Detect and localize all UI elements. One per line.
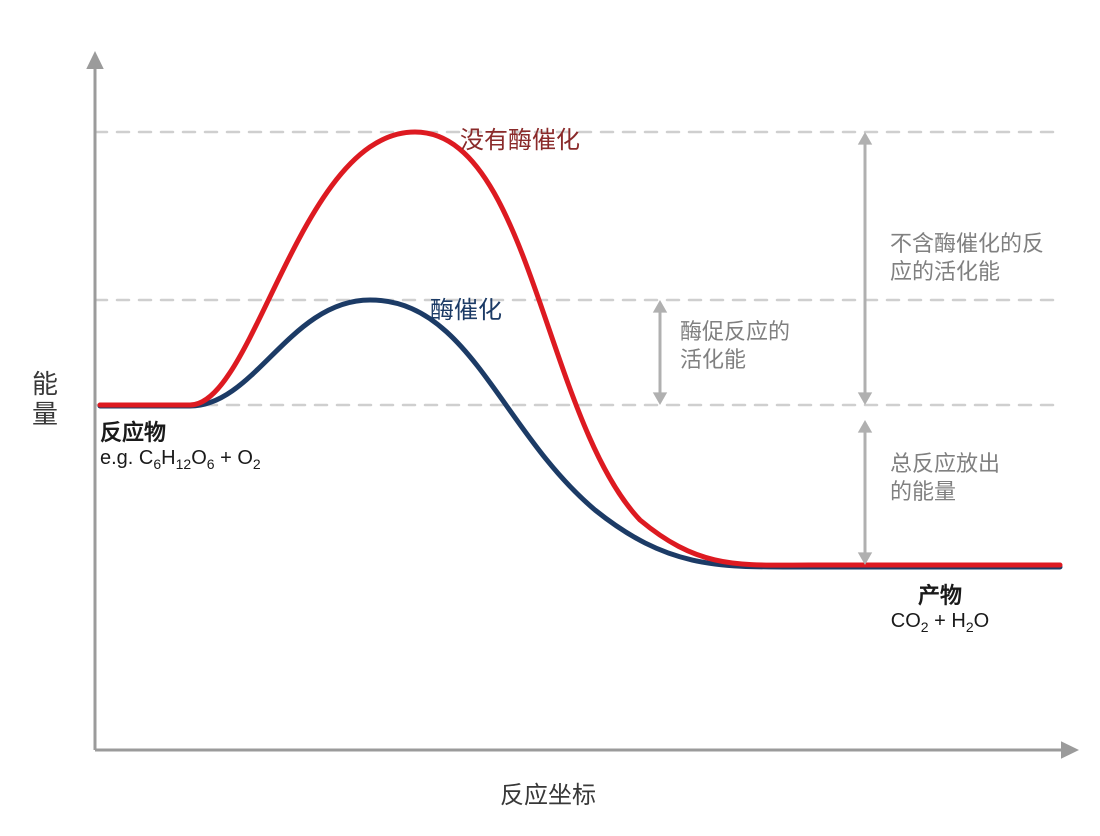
x-axis-arrow-icon: [1061, 741, 1079, 759]
reactant-formula: e.g. C6H12O6 + O2: [100, 447, 261, 472]
arrow-total-energy-released-head-up-icon: [858, 420, 872, 433]
reactant-title: 反应物: [100, 415, 261, 447]
diagram-stage: 能量 反应坐标 没有酶催化 酶催化 酶促反应的活化能 不含酶催化的反应的活化能 …: [0, 0, 1100, 836]
product-title: 产物: [870, 578, 1010, 610]
arrow-no-enzyme-activation-energy-head-up-icon: [858, 132, 872, 145]
annotation-total-energy-released: 总反应放出的能量: [890, 450, 1010, 506]
annotation-enzyme-activation-energy: 酶促反应的活化能: [680, 318, 800, 374]
catalyzed-curve-label: 酶催化: [430, 290, 502, 325]
product-label: 产物 CO2 + H2O: [870, 578, 1010, 635]
x-axis-label: 反应坐标: [500, 775, 596, 810]
arrow-no-enzyme-activation-energy-head-down-icon: [858, 392, 872, 405]
reactant-label: 反应物 e.g. C6H12O6 + O2: [100, 415, 261, 472]
product-formula: CO2 + H2O: [870, 610, 1010, 635]
uncatalyzed-curve-label: 没有酶催化: [460, 120, 580, 155]
annotation-no-enzyme-activation-energy: 不含酶催化的反应的活化能: [890, 230, 1050, 286]
arrow-enzyme-activation-energy-head-down-icon: [653, 392, 667, 405]
arrow-enzyme-activation-energy-head-up-icon: [653, 300, 667, 313]
y-axis-label: 能量: [30, 370, 60, 430]
y-axis-arrow-icon: [86, 51, 104, 69]
